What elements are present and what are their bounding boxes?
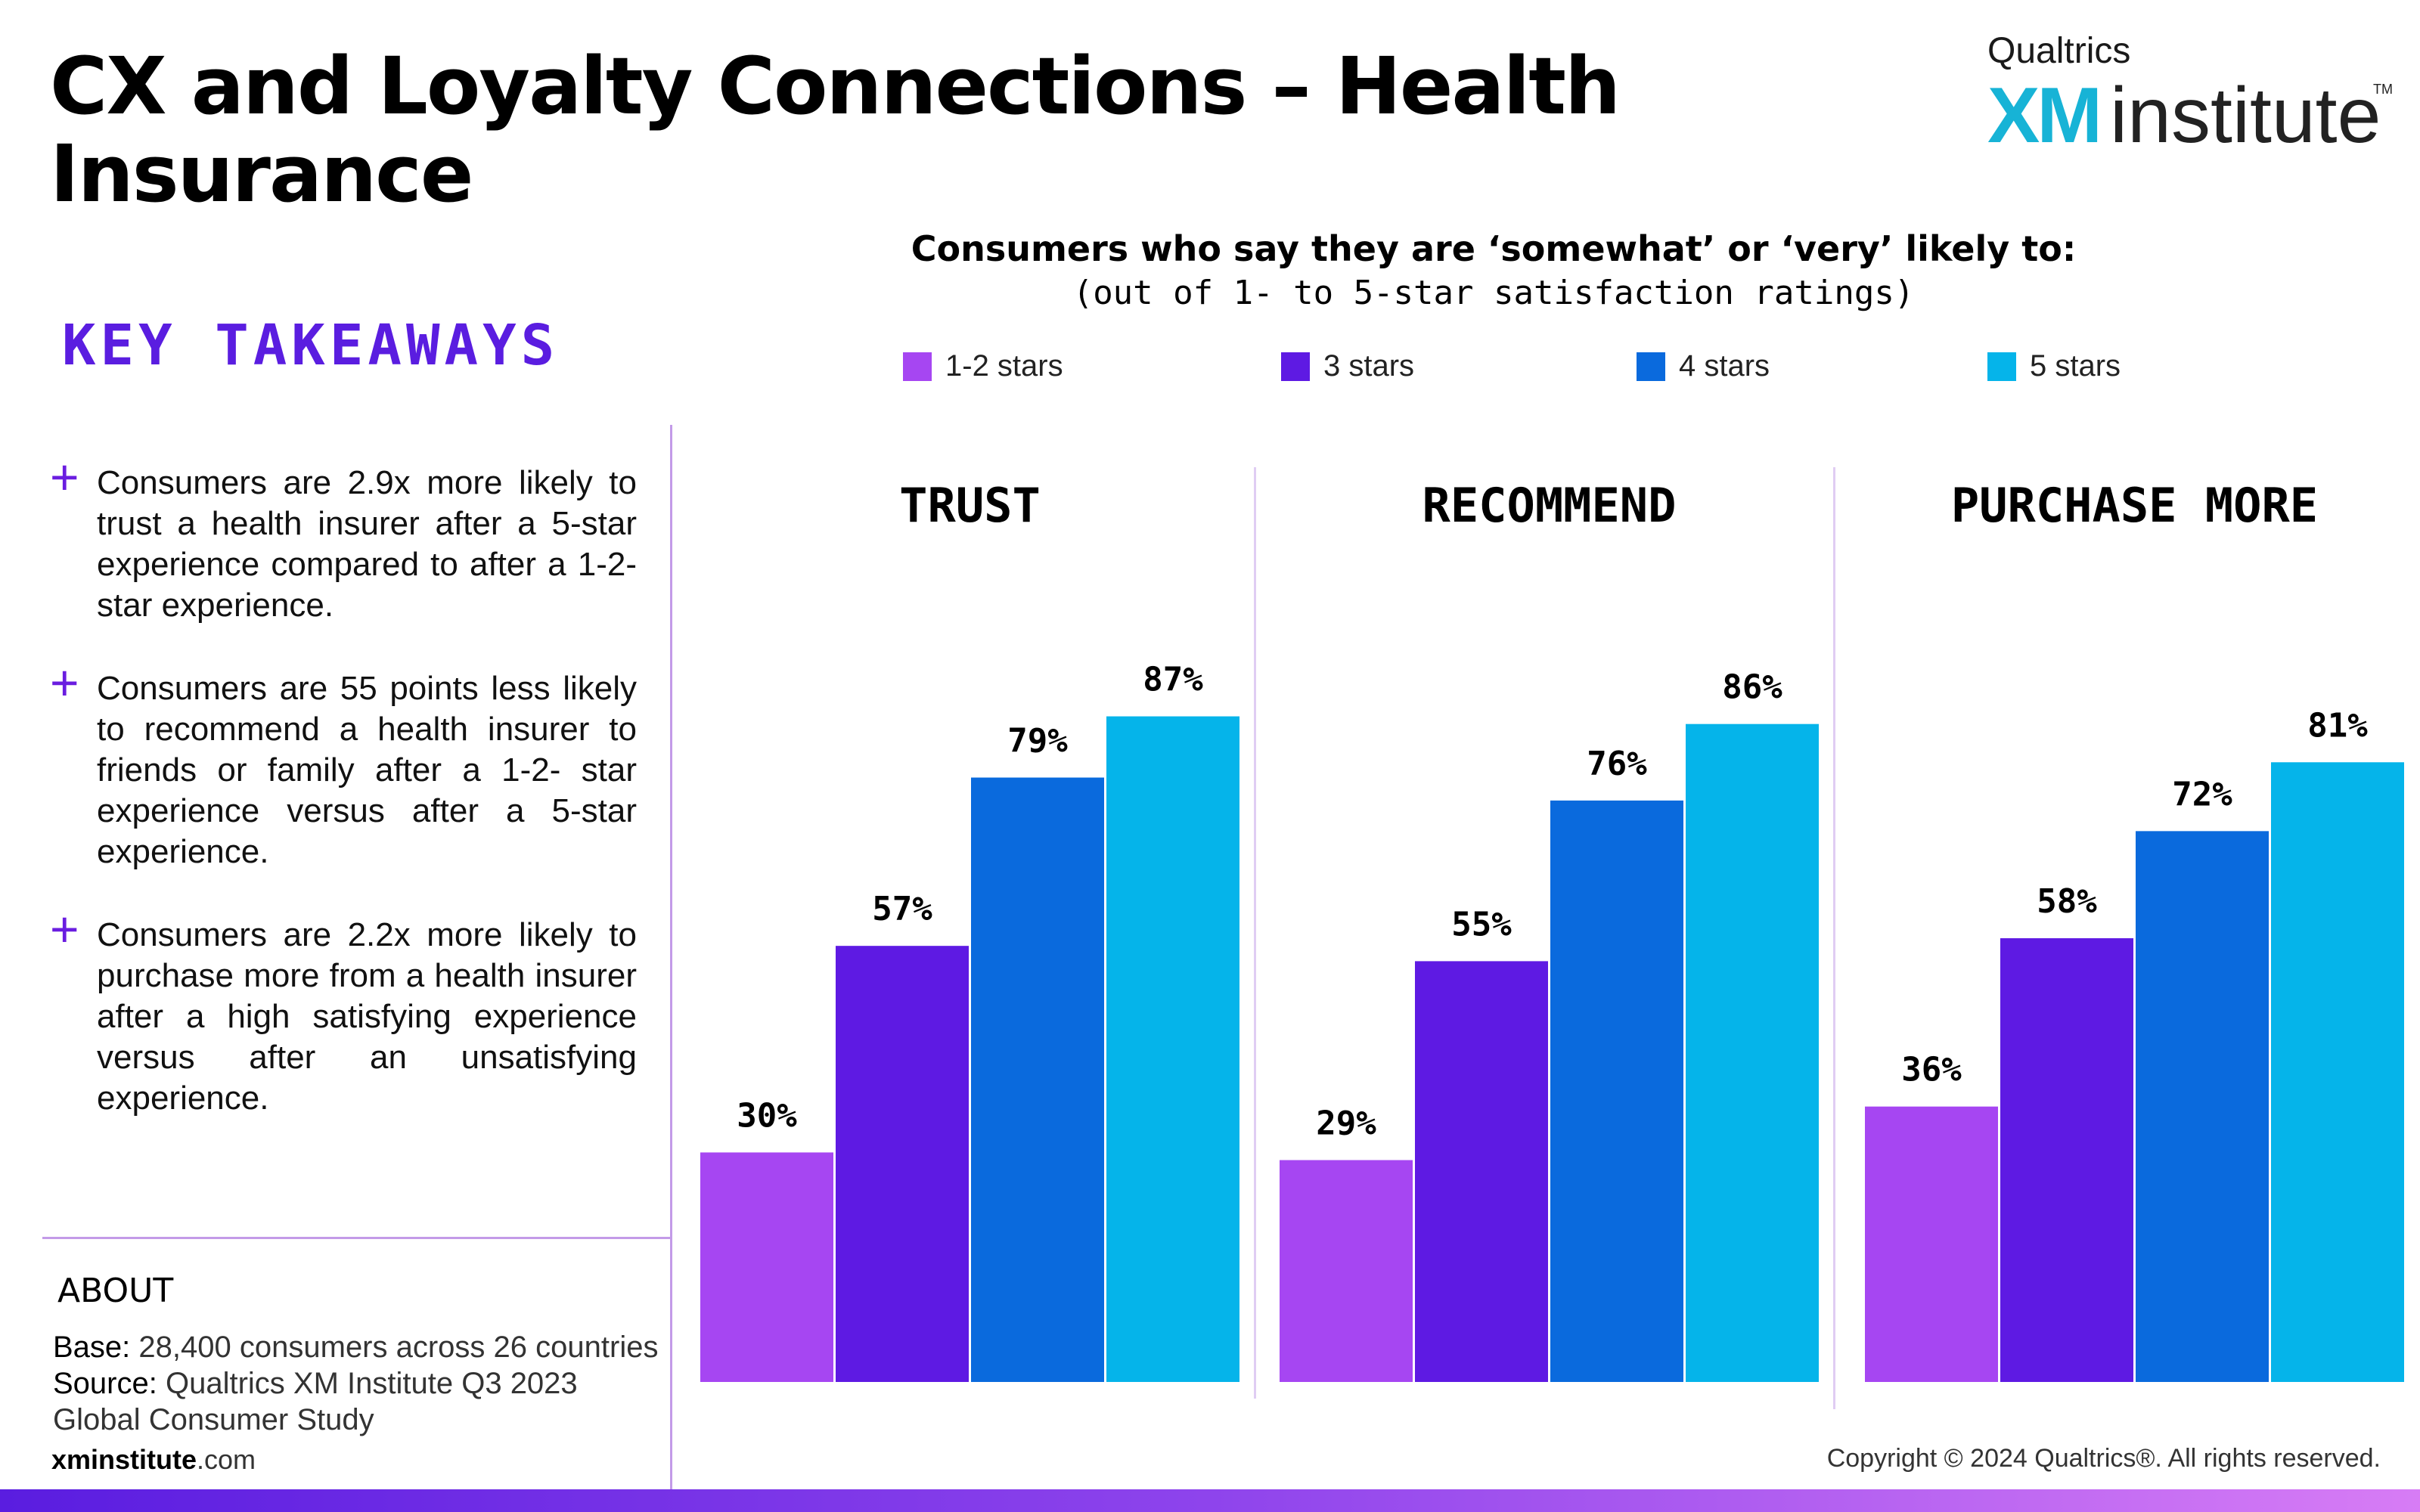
legend-swatch — [903, 352, 932, 381]
legend-item-3-stars: 3 stars — [1281, 349, 1414, 383]
bar-value-label: 29% — [1316, 1105, 1376, 1143]
bar-recommend-1-2-stars — [1280, 1160, 1413, 1382]
copyright-text: Copyright © 2024 Qualtrics®. All rights … — [1826, 1444, 2381, 1473]
bar-trust-4-stars — [971, 777, 1104, 1382]
website-link[interactable]: xminstitute.com — [51, 1444, 256, 1476]
legend-label: 3 stars — [1323, 349, 1415, 383]
bar-purchase-more-1-2-stars — [1865, 1106, 1998, 1382]
chart-title: Consumers who say they are ‘somewhat’ or… — [911, 228, 2077, 269]
website-bold: xminstitute — [51, 1444, 197, 1475]
bar-value-label: 36% — [1901, 1051, 1962, 1089]
bar-value-label: 81% — [2307, 706, 2368, 745]
legend-label: 5 stars — [2030, 349, 2121, 383]
sidebar-vertical-divider — [670, 425, 672, 1489]
bar-trust-5-stars — [1106, 716, 1239, 1382]
legend-item-5-stars: 5 stars — [1987, 349, 2121, 383]
plus-icon: + — [50, 655, 79, 711]
about-source: Source: Qualtrics XM Institute Q3 2023 G… — [53, 1365, 673, 1438]
takeaway-text: Consumers are 55 points less likely to r… — [97, 670, 637, 870]
logo-institute-text: institute — [2110, 72, 2381, 160]
chart-subtitle: (out of 1- to 5-star satisfaction rating… — [1072, 274, 1915, 312]
bar-trust-3-stars — [836, 946, 969, 1382]
legend-swatch — [1281, 352, 1310, 381]
bar-recommend-3-stars — [1415, 961, 1548, 1382]
about-base: Base: 28,400 consumers across 26 countri… — [53, 1329, 673, 1365]
logo-trademark: TM — [2373, 82, 2393, 97]
bar-value-label: 79% — [1007, 722, 1068, 761]
panel-divider — [1254, 467, 1256, 1399]
plus-icon: + — [50, 449, 79, 505]
chart-legend: 1-2 stars 3 stars 4 stars 5 stars — [0, 349, 2420, 395]
takeaway-item: + Consumers are 2.9x more likely to trus… — [50, 452, 637, 626]
plus-icon: + — [50, 901, 79, 957]
source-text: Qualtrics XM Institute Q3 2023 Global Co… — [53, 1367, 578, 1436]
logo-qualtrics-text: Qualtrics — [1987, 31, 2131, 71]
bar-value-label: 76% — [1587, 745, 1647, 783]
legend-swatch — [1987, 352, 2016, 381]
footer-gradient-bar — [0, 1489, 2420, 1512]
xm-institute-logo: Qualtrics XM institute TM — [1987, 30, 2393, 160]
bar-value-label: 87% — [1143, 661, 1203, 699]
base-text: 28,400 consumers across 26 countries — [138, 1331, 659, 1364]
takeaway-item: + Consumers are 2.2x more likely to purc… — [50, 904, 637, 1119]
page-title: CX and Loyalty Connections – Health Insu… — [50, 40, 1621, 220]
bar-purchase-more-3-stars — [2000, 938, 2133, 1382]
bar-value-label: 55% — [1451, 905, 1512, 943]
legend-item-4-stars: 4 stars — [1637, 349, 1770, 383]
bar-purchase-more-5-stars — [2271, 762, 2404, 1382]
legend-label: 4 stars — [1679, 349, 1770, 383]
about-heading: ABOUT — [57, 1272, 174, 1310]
bar-recommend-5-stars — [1686, 723, 1819, 1382]
base-label: Base: — [53, 1331, 131, 1364]
takeaway-item: + Consumers are 55 points less likely to… — [50, 658, 637, 872]
source-label: Source: — [53, 1367, 157, 1400]
panel-title-purchase-more: PURCHASE MORE — [1951, 478, 2318, 533]
bar-value-label: 57% — [872, 890, 932, 928]
takeaway-text: Consumers are 2.2x more likely to purcha… — [97, 916, 637, 1117]
panel-title-trust: TRUST — [899, 478, 1041, 533]
bar-value-label: 58% — [2037, 882, 2097, 921]
bar-trust-1-2-stars — [700, 1152, 833, 1382]
legend-label: 1-2 stars — [945, 349, 1063, 383]
takeaway-text: Consumers are 2.9x more likely to trust … — [97, 464, 637, 624]
key-takeaways-heading: KEY TAKEAWAYS — [62, 313, 560, 378]
legend-swatch — [1637, 352, 1665, 381]
bar-recommend-4-stars — [1550, 800, 1683, 1382]
panel-divider — [1833, 467, 1835, 1409]
legend-item-1-2-stars: 1-2 stars — [903, 349, 1063, 383]
bar-purchase-more-4-stars — [2136, 831, 2269, 1382]
panel-title-recommend: RECOMMEND — [1423, 478, 1677, 533]
bar-value-label: 30% — [737, 1096, 797, 1135]
bar-value-label: 86% — [1722, 668, 1782, 707]
bar-value-label: 72% — [2172, 775, 2232, 813]
takeaways-list: + Consumers are 2.9x more likely to trus… — [50, 452, 637, 1161]
logo-xm-text: XM — [1987, 72, 2102, 160]
about-horizontal-divider — [42, 1237, 672, 1239]
website-domain: .com — [197, 1444, 256, 1475]
